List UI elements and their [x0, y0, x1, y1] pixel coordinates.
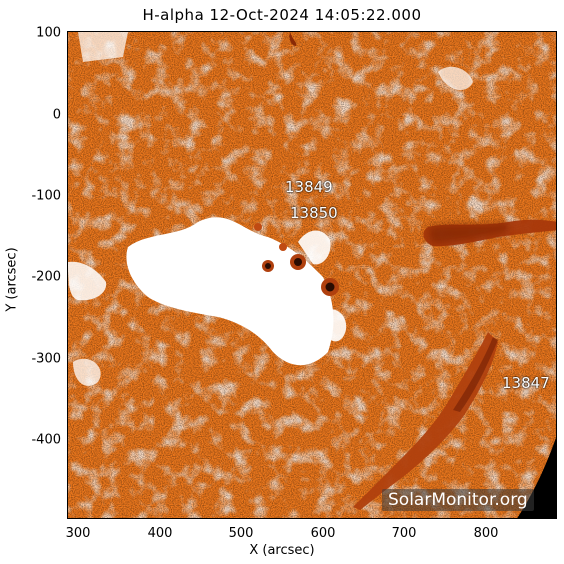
h-alpha-image: [68, 32, 556, 518]
y-tick-label: 100: [36, 25, 61, 41]
y-tick-label: -300: [31, 351, 61, 367]
y-tick-label: -200: [31, 269, 61, 285]
plage-region: [68, 32, 473, 386]
x-axis-label: X (arcsec): [249, 543, 315, 558]
x-tick-label: 800: [473, 526, 499, 541]
x-tick-label: 500: [228, 526, 254, 541]
active-region-label: 13850: [290, 204, 338, 222]
x-tick-label: 600: [310, 526, 336, 541]
filament-upper-right: [423, 219, 556, 247]
y-tick-label: -100: [31, 188, 61, 204]
x-tick-label: 700: [391, 526, 417, 541]
solar-image: [67, 31, 557, 519]
x-tick-label: 300: [65, 526, 91, 541]
y-tick-label: -400: [31, 432, 61, 448]
image-title: H-alpha 12-Oct-2024 14:05:22.000: [142, 6, 422, 24]
active-region-label: 13849: [285, 178, 333, 196]
watermark: SolarMonitor.org: [382, 489, 534, 511]
x-tick-label: 400: [147, 526, 173, 541]
y-tick-label: 0: [52, 107, 61, 123]
sunspot-group: [254, 223, 339, 296]
filament-lower-right: [353, 332, 498, 510]
y-axis-label: Y (arcsec): [4, 247, 20, 312]
space-beyond-limb: [517, 437, 556, 518]
filament-top: [289, 32, 297, 46]
active-region-label: 13847: [502, 374, 550, 392]
